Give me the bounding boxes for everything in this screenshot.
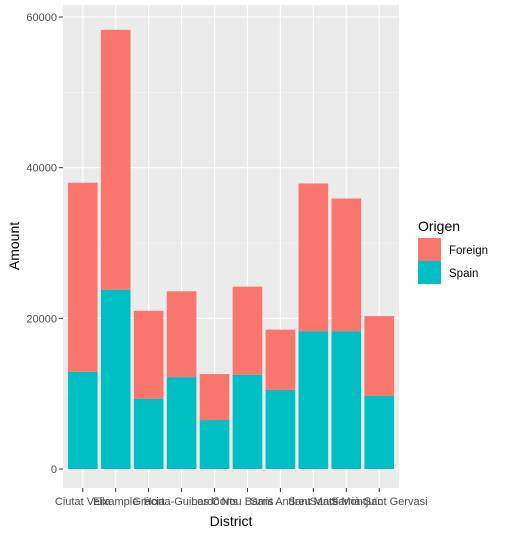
- bar-spain: [199, 420, 230, 469]
- bar-foreign: [100, 29, 131, 290]
- x-tick-label: Ciutat Vella: [55, 496, 112, 508]
- legend-key-foreign: [418, 238, 441, 261]
- bar-spain: [100, 289, 131, 469]
- bar-foreign: [199, 374, 230, 421]
- x-axis-title: District: [210, 513, 253, 529]
- bar-foreign: [232, 286, 263, 375]
- bar-spain: [298, 331, 329, 469]
- bar-spain: [232, 374, 263, 469]
- y-tick-label: 20000: [26, 313, 57, 325]
- legend-label-foreign: Foreign: [449, 245, 488, 257]
- x-tick-label: Les Corts: [191, 496, 239, 508]
- bar-foreign: [67, 182, 98, 372]
- legend-key-spain: [418, 261, 441, 284]
- x-tick-label: Sant Martí: [288, 496, 339, 508]
- x-tick-label: Horta-Guinardó: [144, 496, 220, 508]
- x-tick-label: Nou Barris: [221, 496, 273, 508]
- y-axis-title: Amount: [6, 222, 22, 270]
- y-tick-label: 60000: [26, 12, 57, 24]
- x-tick-label: Gràcia: [132, 496, 165, 508]
- x-tick-label: Eixample: [93, 496, 138, 508]
- bars-group: [67, 29, 395, 469]
- bar-spain: [265, 389, 296, 469]
- bar-foreign: [265, 329, 296, 390]
- bar-spain: [133, 398, 164, 469]
- legend-title: Origen: [418, 218, 460, 234]
- x-tick-label: Sant Andreu: [250, 496, 311, 508]
- bar-foreign: [364, 316, 395, 396]
- bar-foreign: [166, 291, 197, 378]
- legend: Origen Foreign Spain: [418, 218, 488, 284]
- y-tick-label: 40000: [26, 163, 57, 175]
- legend-label-spain: Spain: [449, 268, 478, 280]
- bar-spain: [67, 371, 98, 469]
- y-tick-label: 0: [51, 464, 57, 476]
- x-axis: Ciutat VellaEixampleGràciaHorta-Guinardó…: [55, 488, 428, 508]
- x-tick-label: Sants-Montjuïc: [310, 496, 384, 508]
- bar-foreign: [133, 310, 164, 399]
- bar-foreign: [298, 183, 329, 332]
- x-tick-label: Sarrià-Sant Gervasi: [331, 496, 428, 508]
- bar-spain: [166, 377, 197, 469]
- bar-spain: [364, 395, 395, 469]
- bar-spain: [331, 331, 362, 469]
- bar-foreign: [331, 198, 362, 332]
- y-axis: 0 20000 40000 60000: [26, 12, 63, 476]
